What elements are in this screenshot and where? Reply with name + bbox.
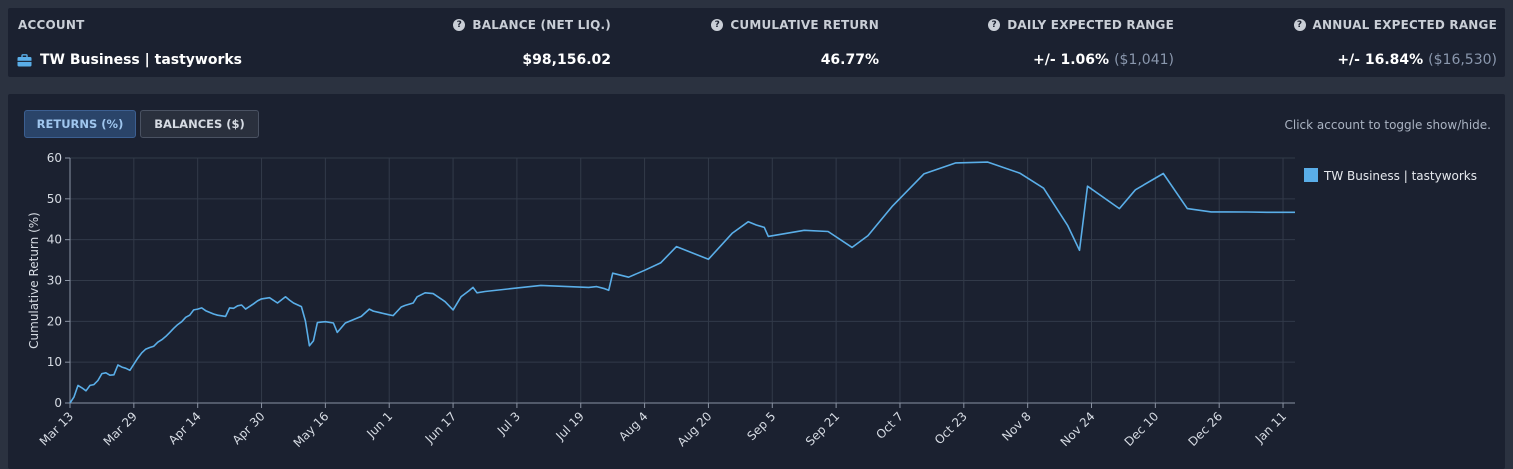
return-header-label: CUMULATIVE RETURN [730,18,879,32]
help-icon[interactable]: ? [988,19,1001,31]
y-tick-label: 30 [47,274,62,288]
annual-range-header: ? ANNUAL EXPECTED RANGE [1293,18,1497,32]
return-header: ? CUMULATIVE RETURN [711,18,879,32]
x-tick-label: Apr 14 [166,409,204,447]
x-tick-label: Jul 3 [494,409,523,438]
annual-range-dollars: ($16,530) [1428,52,1497,68]
y-tick-label: 50 [47,192,62,206]
account-summary: ACCOUNT ? BALANCE (NET LIQ.) ? CUMULATIV… [8,8,1505,77]
annual-range-header-label: ANNUAL EXPECTED RANGE [1312,18,1497,32]
x-tick-label: Jun 1 [363,409,395,441]
legend-swatch [1304,168,1318,182]
x-tick-label: Nov 24 [1058,409,1098,449]
x-tick-label: Apr 30 [230,409,268,447]
y-tick-label: 60 [47,151,62,165]
annual-range-percent: +/- 16.84% [1337,52,1424,68]
cumulative-return-value: 46.77% [820,52,879,68]
balance-header-label: BALANCE (NET LIQ.) [472,18,611,32]
y-axis-label: Cumulative Return (%) [27,212,41,349]
toggle-hint: Click account to toggle show/hide. [1284,118,1491,132]
help-icon[interactable]: ? [453,19,466,31]
balance-value: $98,156.02 [522,52,611,68]
x-tick-label: Dec 26 [1185,409,1225,449]
briefcase-icon [17,53,32,66]
x-tick-label: Jun 17 [422,409,459,446]
x-tick-label: Jan 11 [1252,409,1289,446]
daily-range-value: +/- 1.06% ($1,041) [1033,52,1174,68]
help-icon[interactable]: ? [1293,19,1306,31]
account-name-cell[interactable]: TW Business | tastyworks [17,52,242,68]
x-tick-label: Sep 5 [744,409,778,443]
x-tick-label: Mar 29 [101,409,140,448]
series-line [69,161,1295,404]
x-tick-label: Oct 23 [932,409,970,447]
y-tick-label: 40 [47,233,62,247]
x-tick-label: Aug 20 [675,409,715,449]
x-tick-label: Sep 21 [803,409,842,448]
balances-toggle-button[interactable]: BALANCES ($) [140,110,259,138]
x-tick-label: Aug 4 [616,409,651,444]
x-tick-label: May 16 [291,409,332,450]
y-tick-label: 20 [47,314,62,328]
account-name: TW Business | tastyworks [40,52,243,68]
daily-range-dollars: ($1,041) [1114,52,1174,68]
daily-range-header-label: DAILY EXPECTED RANGE [1007,18,1174,32]
returns-toggle-button[interactable]: RETURNS (%) [24,110,136,138]
x-tick-label: Mar 13 [37,409,76,448]
x-tick-label: Nov 8 [999,409,1034,444]
chart-panel: RETURNS (%) BALANCES ($) Click account t… [8,94,1505,469]
balance-header: ? BALANCE (NET LIQ.) [453,18,611,32]
annual-range-value: +/- 16.84% ($16,530) [1337,52,1497,68]
x-tick-label: Oct 7 [873,409,906,442]
daily-range-percent: +/- 1.06% [1032,52,1110,68]
x-tick-label: Jul 19 [553,409,587,443]
help-icon[interactable]: ? [711,19,724,31]
x-tick-label: Dec 10 [1122,409,1162,449]
daily-range-header: ? DAILY EXPECTED RANGE [988,18,1174,32]
y-tick-label: 10 [47,355,62,369]
returns-chart: 0 10 20 30 40 50 60 Mar 13 Mar 29 Apr 14 Apr 30 May… [27,151,1477,450]
account-header: ACCOUNT [18,18,85,32]
legend-label: TW Business | tastyworks [1323,169,1477,183]
y-tick-label: 0 [54,396,62,410]
